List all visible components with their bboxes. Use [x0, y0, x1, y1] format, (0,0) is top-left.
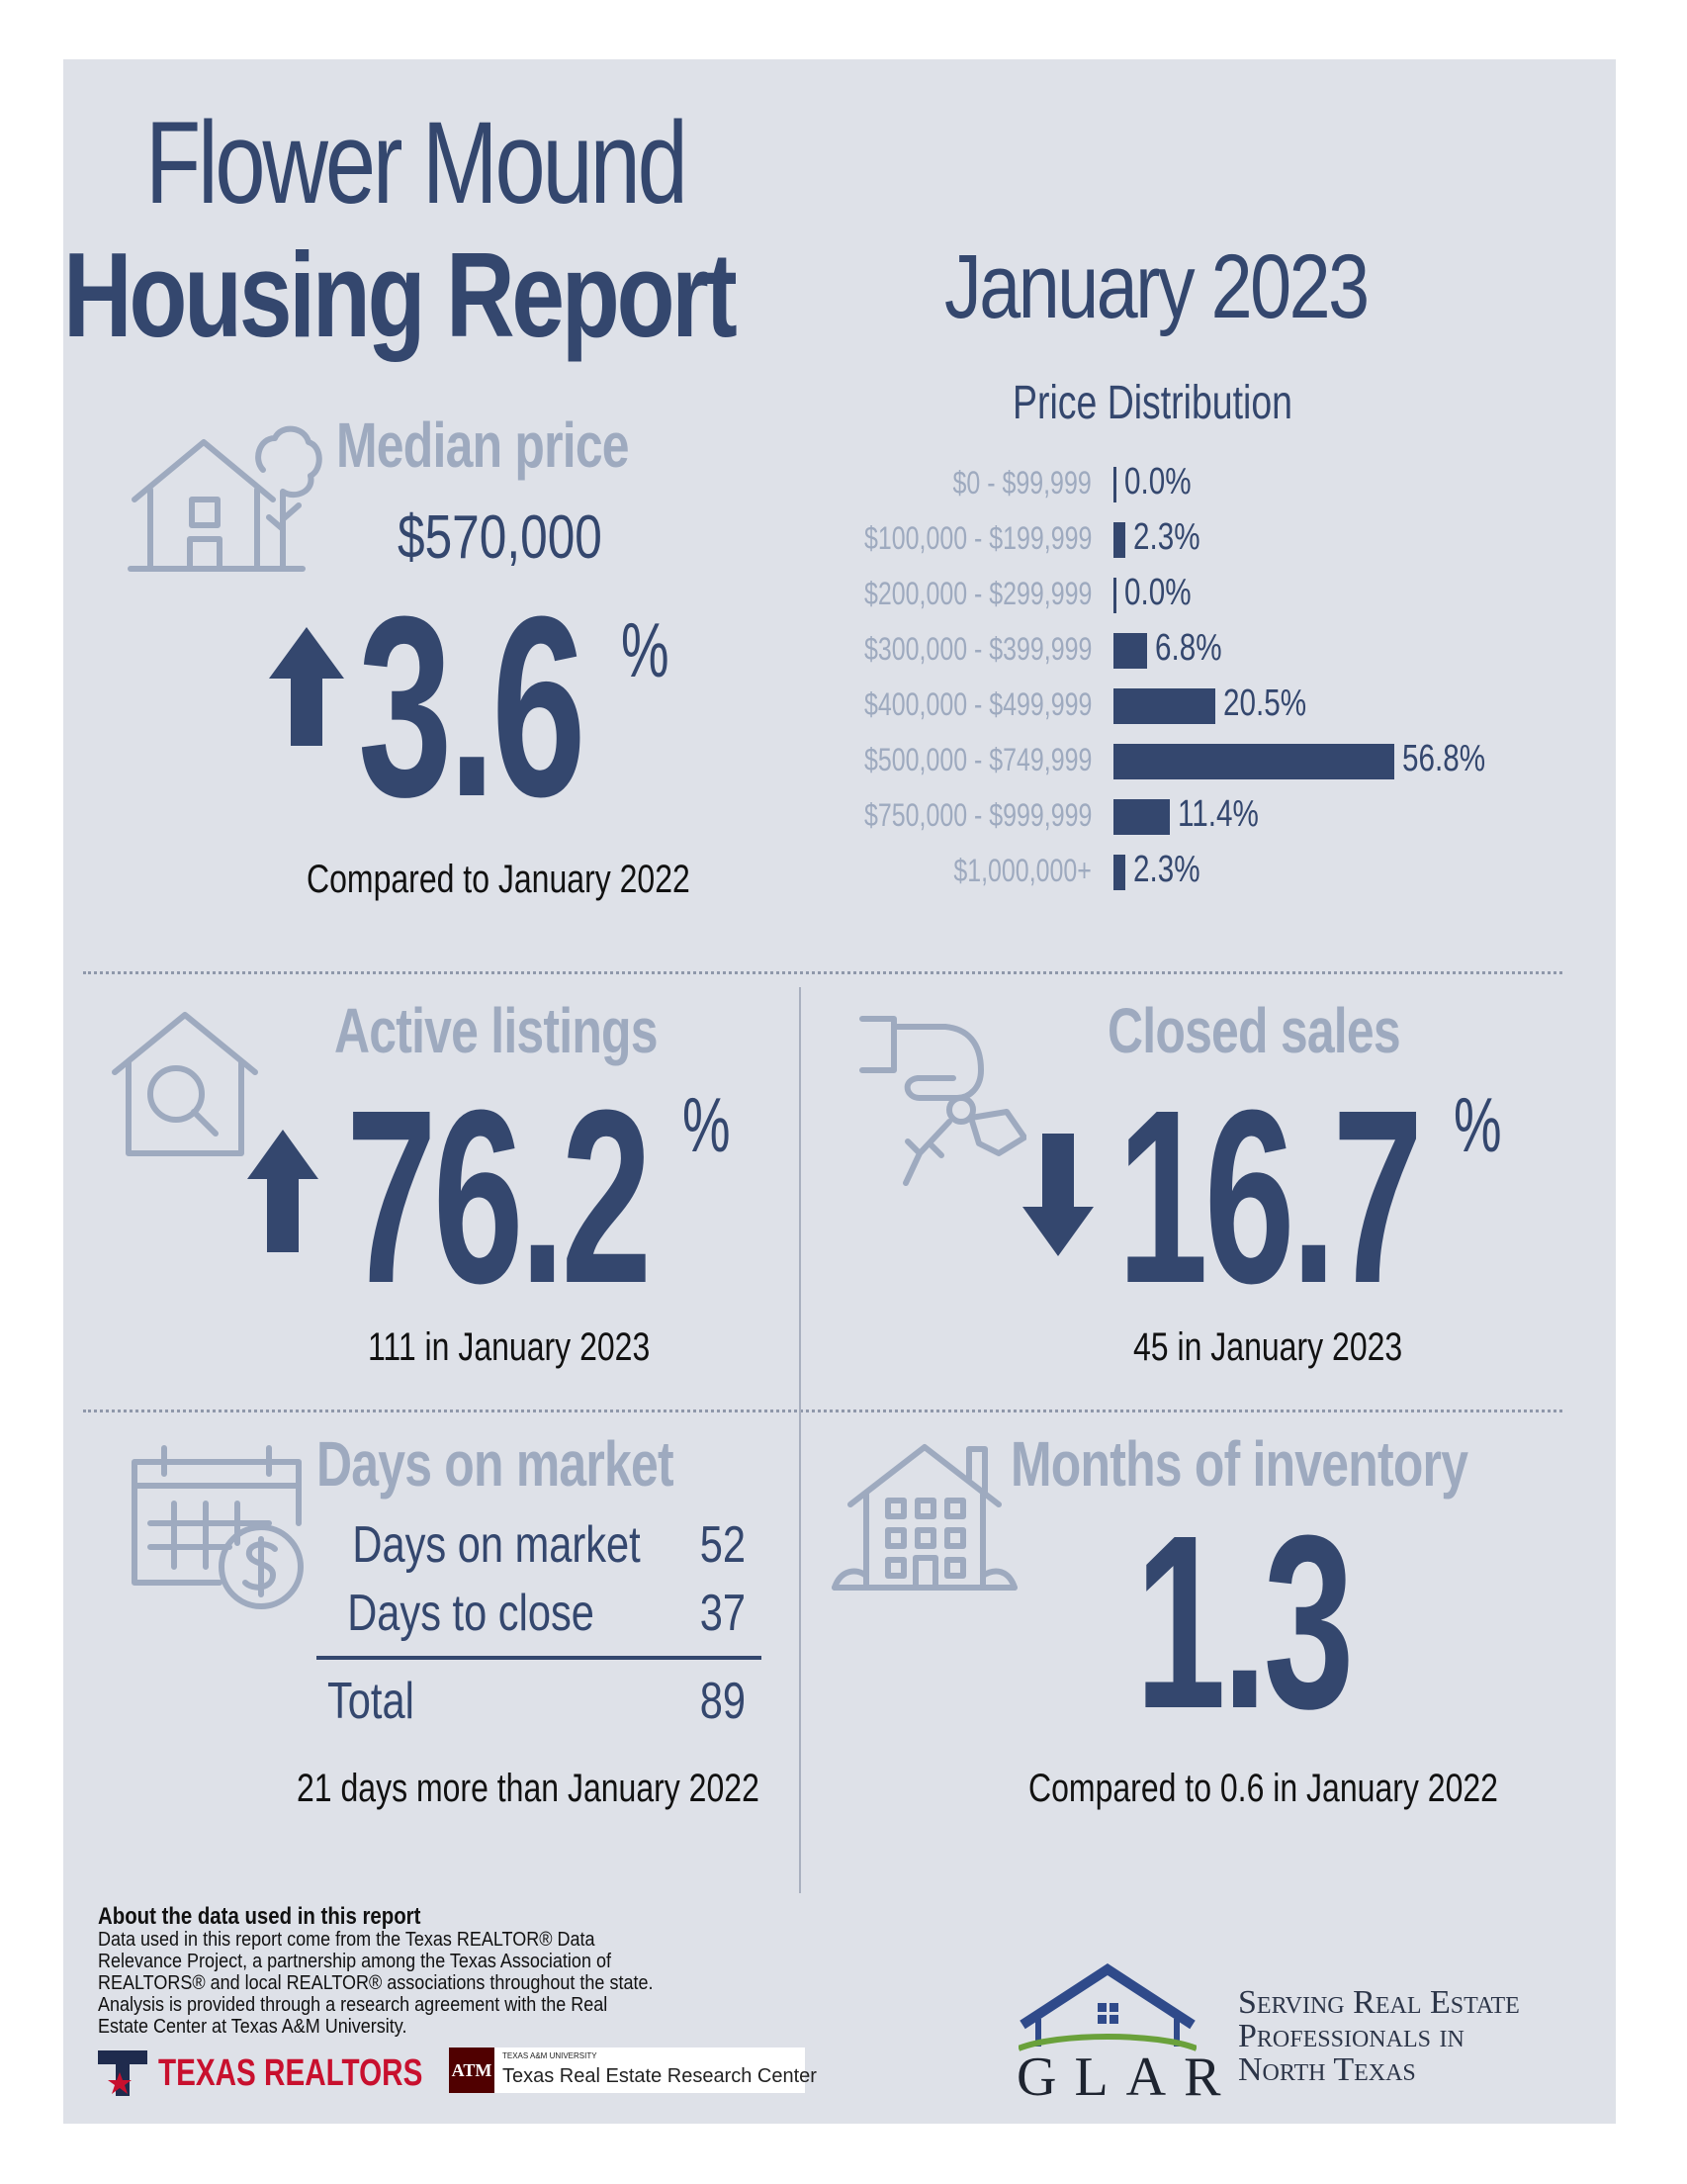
tamu-logo-box: ATM TEXAS A&M UNIVERSITY Texas Real Esta…	[449, 2048, 817, 2093]
price-distribution-bar	[1113, 578, 1116, 613]
price-distribution-bar	[1113, 855, 1125, 890]
price-range-label: $500,000 - $749,999	[863, 742, 1092, 777]
price-distribution-value-label: 2.3%	[1132, 849, 1200, 890]
dom-total-value: 89	[699, 1673, 747, 1730]
price-distribution-bar	[1113, 467, 1116, 502]
dom-row-label: Days to close	[347, 1585, 594, 1642]
days-on-market-header: Days on market	[316, 1428, 674, 1500]
price-range-label: $750,000 - $999,999	[863, 797, 1092, 833]
dom-total-label: Total	[326, 1673, 414, 1730]
hand-keys-icon	[858, 1015, 1026, 1193]
price-distribution-value-label: 6.8%	[1155, 627, 1222, 669]
median-price-header: Median price	[336, 410, 630, 481]
closed-sales-percent-sign: %	[1454, 1081, 1502, 1168]
glar-house-logo	[1017, 1963, 1199, 2057]
price-distribution-value-label: 56.8%	[1402, 738, 1486, 779]
price-range-label: $200,000 - $299,999	[863, 576, 1092, 611]
report-period: January 2023	[944, 236, 1370, 337]
price-distribution-bars: 0.0% 2.3% 0.0% 6.8% 20.5% 56.8% 11.4% 2.3%	[1113, 461, 1588, 898]
price-range-label: $400,000 - $499,999	[863, 686, 1092, 722]
price-range-label: $300,000 - $399,999	[863, 631, 1092, 667]
house-search-icon	[111, 1009, 259, 1157]
dom-row-label: Days on market	[352, 1516, 641, 1574]
apartment-house-icon	[831, 1439, 1019, 1597]
texas-realtors-logo	[98, 2050, 147, 2101]
median-price-change: 3.6	[358, 564, 586, 851]
glar-tagline: Serving Real Estate Professionals in Nor…	[1238, 1984, 1520, 2088]
tamu-mark: ATM	[449, 2048, 494, 2093]
arrow-up-icon	[247, 1130, 318, 1257]
months-inventory-value: 1.3	[1135, 1484, 1354, 1760]
days-on-market-caption: 21 days more than January 2022	[297, 1767, 759, 1810]
active-listings-percent-sign: %	[682, 1081, 731, 1168]
months-inventory-caption: Compared to 0.6 in January 2022	[1028, 1767, 1498, 1810]
median-price-caption: Compared to January 2022	[307, 858, 690, 901]
price-distribution-value-label: 2.3%	[1132, 516, 1200, 558]
active-listings-change: 76.2	[346, 1058, 652, 1334]
price-distribution-bar	[1113, 522, 1125, 558]
about-text: Data used in this report come from the T…	[98, 1929, 654, 2038]
price-range-label: $0 - $99,999	[952, 465, 1092, 500]
dom-row-value: 37	[699, 1585, 747, 1642]
report-title-city: Flower Mound	[145, 98, 688, 228]
arrow-down-icon	[1022, 1134, 1094, 1261]
column-divider	[799, 987, 801, 1893]
price-distribution-title: Price Distribution	[1013, 377, 1292, 429]
texas-realtors-wordmark: TEXAS REALTORS	[158, 2052, 423, 2094]
price-distribution-bar	[1113, 633, 1147, 669]
tamu-university: TEXAS A&M UNIVERSITY	[502, 2051, 597, 2060]
about-title: About the data used in this report	[98, 1903, 421, 1930]
active-listings-header: Active listings	[334, 995, 659, 1066]
price-range-label: $100,000 - $199,999	[863, 520, 1092, 556]
active-listings-caption: 111 in January 2023	[368, 1325, 651, 1369]
price-distribution-value-label: 0.0%	[1124, 572, 1192, 613]
months-inventory-header: Months of inventory	[1011, 1428, 1468, 1500]
price-range-label: $1,000,000+	[953, 853, 1092, 888]
glar-wordmark: GLAR	[1017, 2047, 1239, 2108]
arrow-up-icon	[269, 627, 344, 751]
price-distribution-value-label: 11.4%	[1178, 793, 1259, 835]
report-title-main: Housing Report	[63, 228, 738, 362]
dom-row-value: 52	[699, 1516, 747, 1574]
total-divider	[316, 1656, 761, 1660]
price-distribution-bar	[1113, 799, 1170, 835]
closed-sales-header: Closed sales	[1108, 995, 1401, 1066]
closed-sales-caption: 45 in January 2023	[1133, 1325, 1403, 1369]
median-price-value: $570,000	[398, 503, 602, 572]
price-distribution-labels: $0 - $99,999 $100,000 - $199,999 $200,000 …	[781, 463, 1092, 898]
price-distribution-value-label: 20.5%	[1222, 682, 1306, 724]
price-distribution-value-label: 0.0%	[1124, 461, 1192, 502]
house-tree-icon	[125, 420, 322, 579]
closed-sales-change: 16.7	[1117, 1058, 1423, 1334]
section-divider	[83, 971, 1562, 974]
price-distribution-bar	[1113, 688, 1215, 724]
report-panel	[63, 59, 1616, 2124]
calendar-dollar-icon	[131, 1444, 309, 1612]
section-divider	[83, 1410, 1562, 1412]
tamu-center: Texas Real Estate Research Center	[502, 2065, 817, 2087]
price-distribution-bar	[1113, 744, 1394, 779]
median-price-percent-sign: %	[621, 606, 669, 693]
